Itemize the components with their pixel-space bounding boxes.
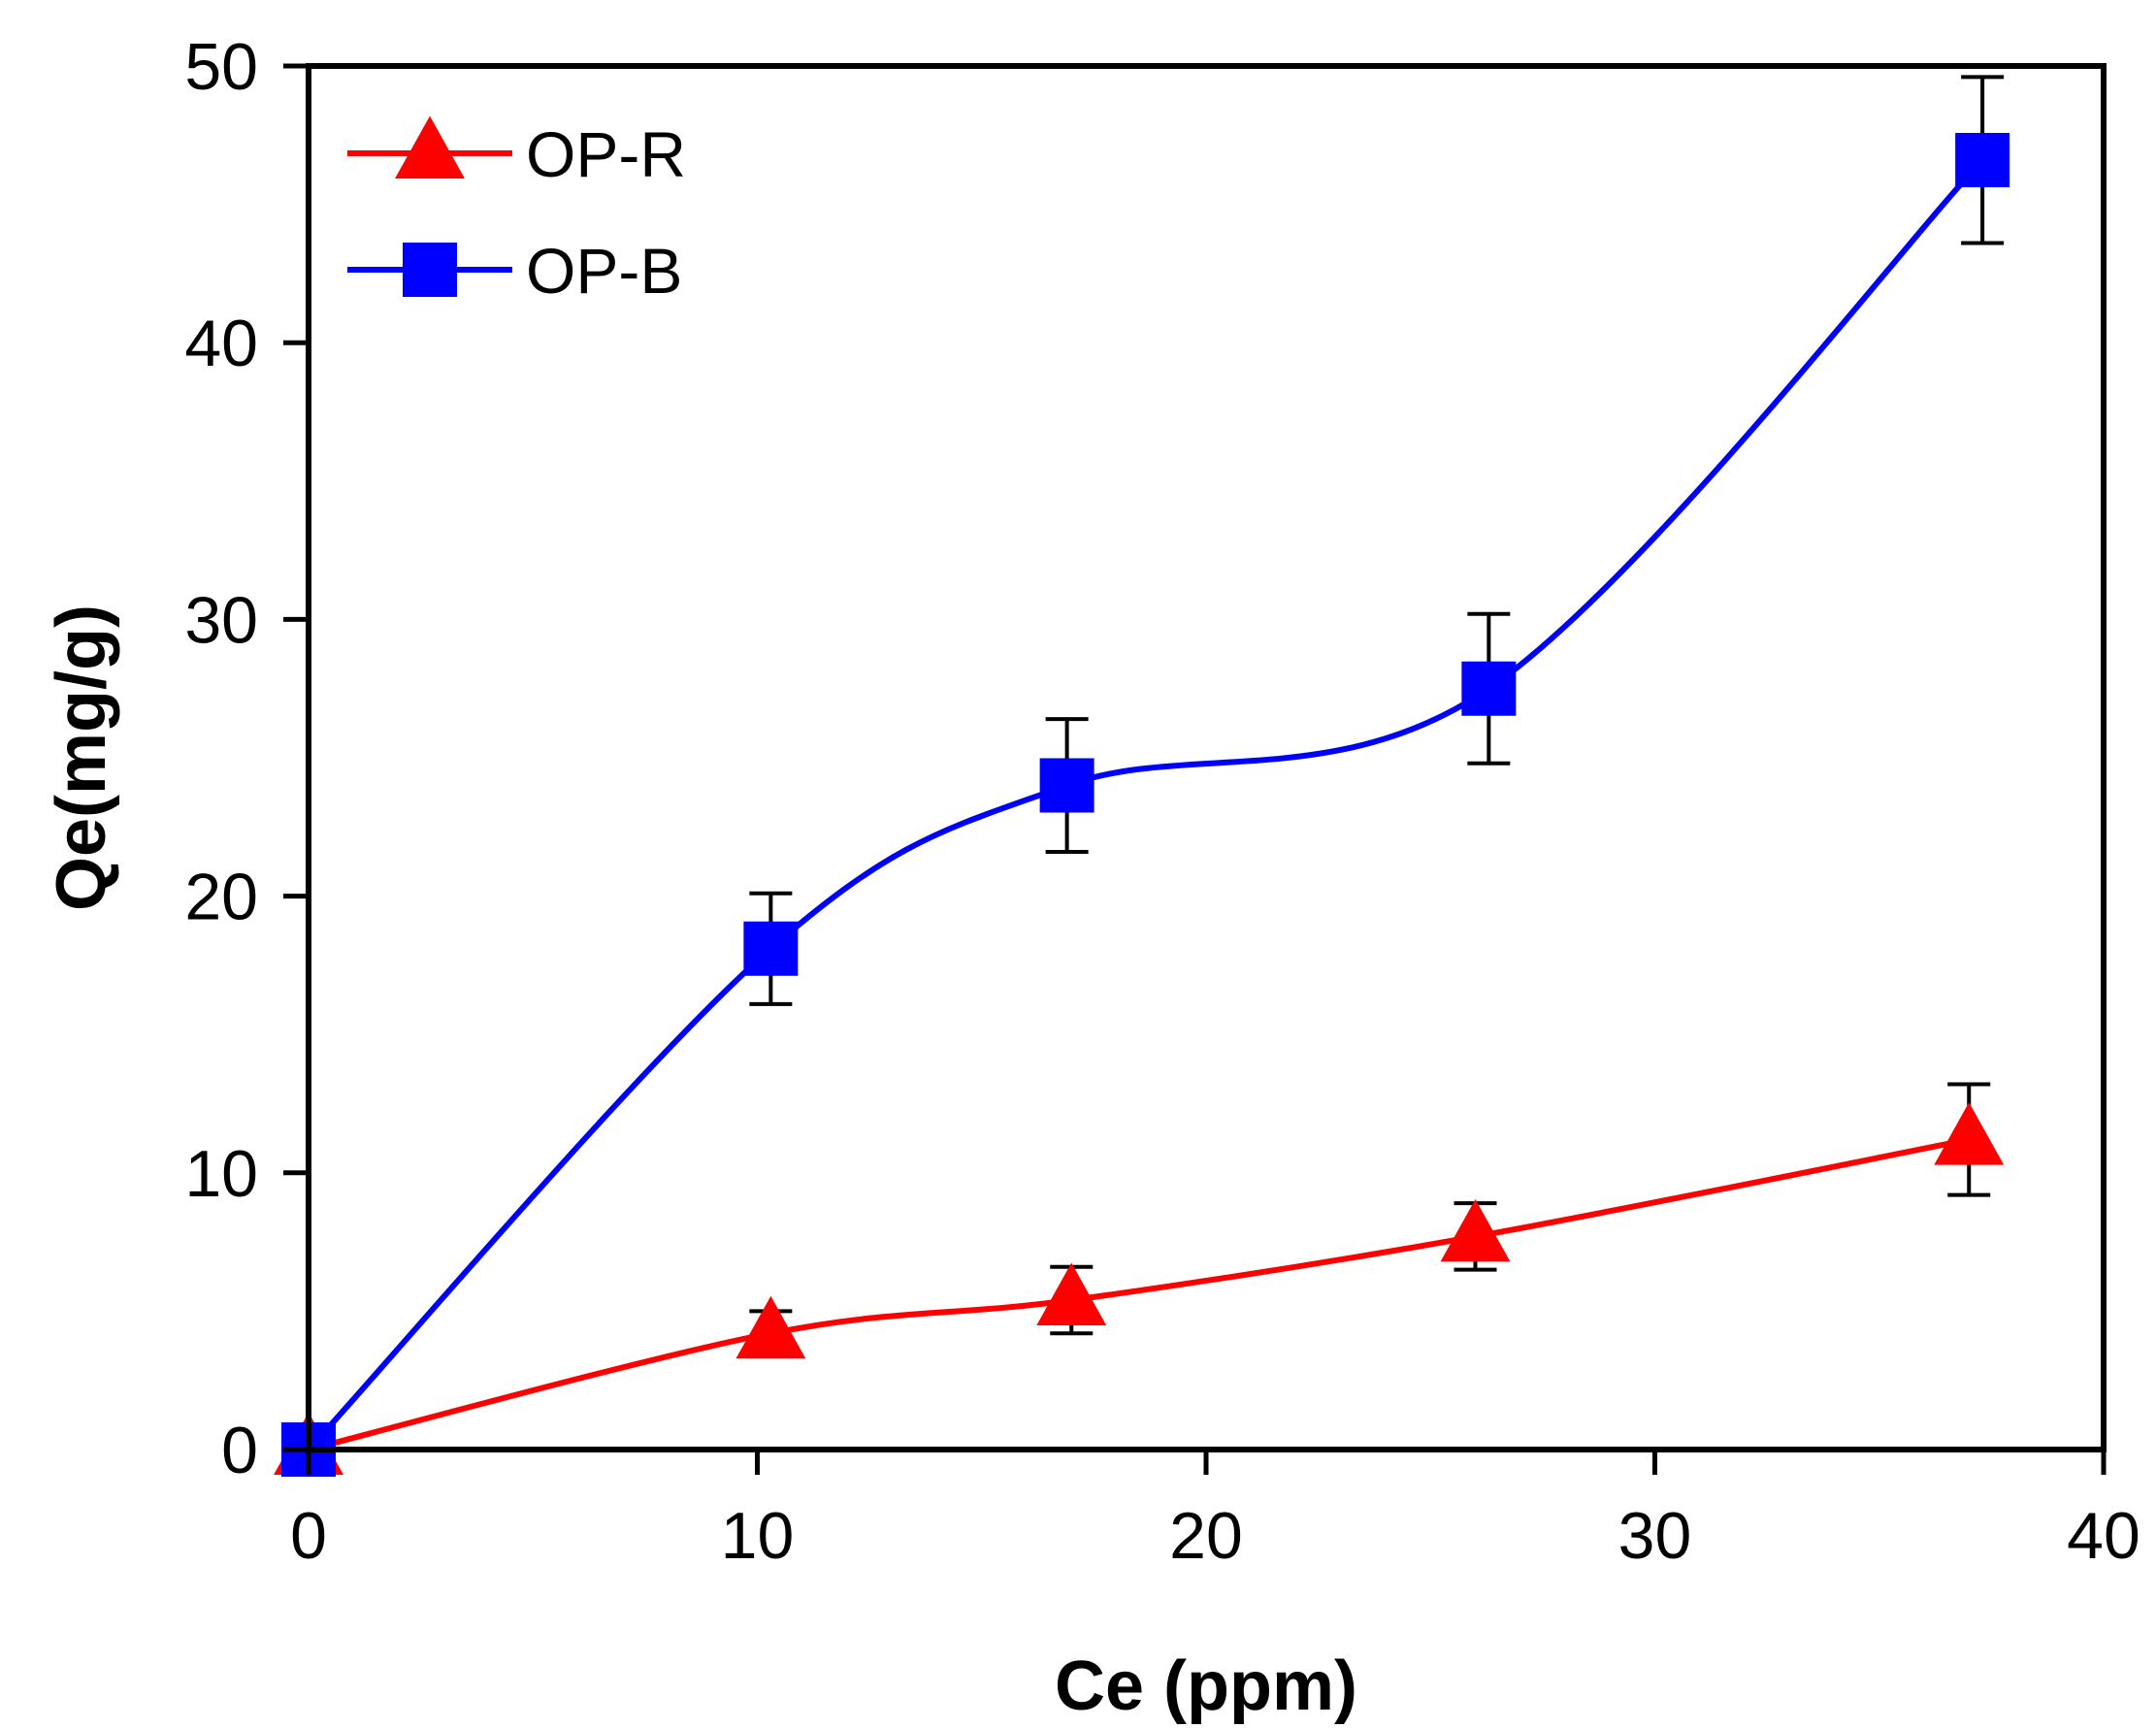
series-line-op-b [306,157,1985,1452]
data-point-op-r[interactable] [1440,1198,1511,1262]
legend-label-op-b: OP-B [526,235,682,307]
data-point-op-r[interactable] [1934,1102,2005,1165]
legend-item-op-r[interactable]: OP-R [347,115,686,190]
y-tick-label: 40 [184,307,258,380]
y-tick-label: 0 [221,1414,258,1487]
y-tick-label: 20 [184,861,258,934]
axis-ticks: 0 10 20 30 40 0 10 20 30 40 50 [184,30,2140,1573]
series-line-op-r [308,1136,1970,1452]
y-tick-label: 10 [184,1137,258,1211]
data-point-op-b[interactable] [1955,132,2010,187]
data-point-op-b[interactable] [743,921,799,976]
data-point-op-r[interactable] [735,1295,806,1359]
data-point-op-r[interactable] [1036,1262,1107,1326]
y-tick-label: 30 [184,583,258,657]
data-markers [274,132,2010,1477]
x-tick-label: 0 [290,1499,327,1573]
legend: OP-R OP-B [347,115,686,307]
data-point-op-b[interactable] [1039,758,1094,813]
legend-item-op-b[interactable]: OP-B [347,235,682,307]
x-tick-label: 20 [1169,1499,1243,1573]
legend-marker-op-r-triangle-icon [395,115,465,179]
legend-marker-op-b-square-icon [403,243,457,297]
data-point-op-b[interactable] [1461,661,1517,716]
x-tick-label: 10 [721,1499,795,1573]
series-lines [306,157,1985,1452]
error-bars [749,75,2005,1358]
x-tick-label: 30 [1618,1499,1692,1573]
y-tick-label: 50 [184,30,258,104]
legend-label-op-r: OP-R [526,118,686,190]
y-axis-title: Qe(mg/g) [43,604,120,911]
x-tick-label: 40 [2067,1499,2140,1573]
x-axis-title: Ce (ppm) [1055,1647,1357,1725]
